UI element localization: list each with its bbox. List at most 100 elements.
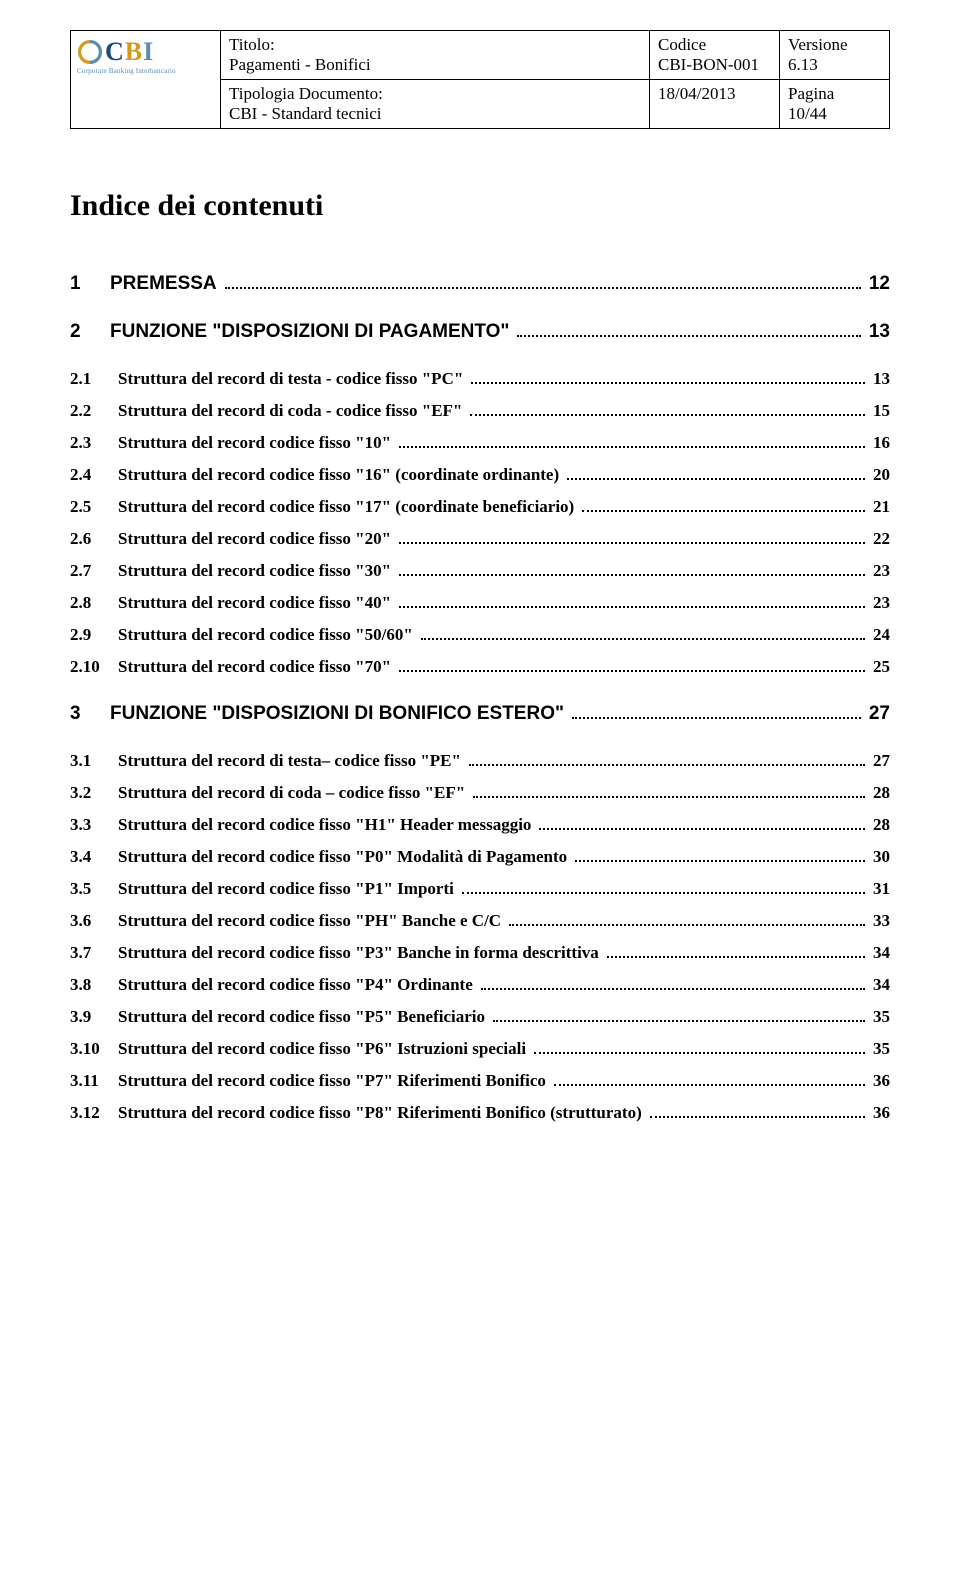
toc-entry-number: 2: [70, 321, 110, 343]
toc-entry-number: 3.3: [70, 815, 118, 835]
toc-leader-dots: [582, 498, 865, 512]
toc-entry-label: Struttura del record codice fisso "40": [118, 593, 395, 613]
toc-entry-number: 3: [70, 703, 110, 725]
toc-entry-page: 24: [869, 625, 890, 645]
toc-entry-number: 3.4: [70, 847, 118, 867]
toc-entry-label: Struttura del record codice fisso "70": [118, 657, 395, 677]
toc-entry-label: Struttura del record codice fisso "H1" H…: [118, 815, 535, 835]
toc-entry-label: Struttura del record codice fisso "16" (…: [118, 465, 563, 485]
toc-entry[interactable]: 3.11Struttura del record codice fisso "P…: [70, 1071, 890, 1091]
toc-entry-label: Struttura del record di testa– codice fi…: [118, 751, 465, 771]
toc-leader-dots: [539, 816, 865, 830]
toc-entry-page: 23: [869, 593, 890, 613]
toc-entry[interactable]: 2.9Struttura del record codice fisso "50…: [70, 625, 890, 645]
toc-entry-number: 1: [70, 273, 110, 295]
toc-entry-page: 31: [869, 879, 890, 899]
toc-entry[interactable]: 3FUNZIONE "DISPOSIZIONI DI BONIFICO ESTE…: [70, 703, 890, 725]
toc-leader-dots: [572, 705, 861, 719]
toc-entry[interactable]: 3.12Struttura del record codice fisso "P…: [70, 1103, 890, 1123]
toc-entry[interactable]: 2.8Struttura del record codice fisso "40…: [70, 593, 890, 613]
toc-entry[interactable]: 2.3Struttura del record codice fisso "10…: [70, 433, 890, 453]
toc-entry[interactable]: 3.9Struttura del record codice fisso "P5…: [70, 1007, 890, 1027]
toc-leader-dots: [225, 275, 861, 289]
toc-entry[interactable]: 3.3Struttura del record codice fisso "H1…: [70, 815, 890, 835]
toc-entry-page: 33: [869, 911, 890, 931]
toc-entry-page: 34: [869, 943, 890, 963]
toc-entry-number: 3.5: [70, 879, 118, 899]
toc-entry[interactable]: 2.5Struttura del record codice fisso "17…: [70, 497, 890, 517]
toc-entry-page: 28: [869, 783, 890, 803]
toc-entry-page: 35: [869, 1039, 890, 1059]
toc-entry-label: Struttura del record codice fisso "PH" B…: [118, 911, 505, 931]
toc-leader-dots: [517, 323, 860, 337]
toc-entry-label: FUNZIONE "DISPOSIZIONI DI BONIFICO ESTER…: [110, 703, 568, 725]
toc-entry-label: Struttura del record codice fisso "P3" B…: [118, 943, 603, 963]
toc-entry[interactable]: 2.10Struttura del record codice fisso "7…: [70, 657, 890, 677]
header-titolo-cell: Titolo: Pagamenti - Bonifici: [221, 31, 650, 80]
toc-entry-number: 3.12: [70, 1103, 118, 1123]
toc-leader-dots: [469, 752, 865, 766]
toc-entry[interactable]: 2.7Struttura del record codice fisso "30…: [70, 561, 890, 581]
toc-entry-number: 2.4: [70, 465, 118, 485]
toc-entry-number: 3.6: [70, 911, 118, 931]
toc-entry[interactable]: 3.1Struttura del record di testa– codice…: [70, 751, 890, 771]
toc-entry-label: Struttura del record codice fisso "P4" O…: [118, 975, 477, 995]
header-pagina-value: 10/44: [788, 104, 827, 123]
toc-leader-dots: [607, 944, 865, 958]
toc-entry-page: 21: [869, 497, 890, 517]
toc-entry[interactable]: 2.1Struttura del record di testa - codic…: [70, 369, 890, 389]
toc-entry-number: 3.11: [70, 1071, 118, 1091]
toc-leader-dots: [399, 658, 865, 672]
toc-entry[interactable]: 2FUNZIONE "DISPOSIZIONI DI PAGAMENTO"13: [70, 321, 890, 343]
toc-entry-label: Struttura del record codice fisso "20": [118, 529, 395, 549]
toc-title: Indice dei contenuti: [70, 189, 890, 223]
toc-entry[interactable]: 3.4Struttura del record codice fisso "P0…: [70, 847, 890, 867]
toc-entry-page: 27: [865, 703, 890, 725]
toc-entry[interactable]: 2.2Struttura del record di coda - codice…: [70, 401, 890, 421]
logo-subtitle: Corporate Banking Interbancario: [77, 67, 211, 75]
toc-entry[interactable]: 3.2Struttura del record di coda – codice…: [70, 783, 890, 803]
toc-entry-page: 22: [869, 529, 890, 549]
toc-entry-number: 2.1: [70, 369, 118, 389]
toc-entry-number: 2.2: [70, 401, 118, 421]
toc-leader-dots: [481, 976, 865, 990]
toc-entry-page: 23: [869, 561, 890, 581]
toc-entry-label: Struttura del record di testa - codice f…: [118, 369, 467, 389]
toc-entry-label: Struttura del record codice fisso "17" (…: [118, 497, 578, 517]
toc-entry-label: Struttura del record di coda – codice fi…: [118, 783, 469, 803]
logo-letter-c: C: [105, 37, 125, 66]
toc-entry-number: 3.10: [70, 1039, 118, 1059]
toc-leader-dots: [470, 402, 865, 416]
toc-entry[interactable]: 3.7Struttura del record codice fisso "P3…: [70, 943, 890, 963]
toc-entry-number: 3.7: [70, 943, 118, 963]
toc-entry[interactable]: 3.10Struttura del record codice fisso "P…: [70, 1039, 890, 1059]
cbi-logo: CBI Corporate Banking Interbancario: [77, 37, 211, 75]
toc-entry-page: 30: [869, 847, 890, 867]
toc-entry-number: 2.6: [70, 529, 118, 549]
toc-entry-page: 15: [869, 401, 890, 421]
logo-cell: CBI Corporate Banking Interbancario: [71, 31, 221, 129]
toc-entry[interactable]: 3.6Struttura del record codice fisso "PH…: [70, 911, 890, 931]
toc-entry-number: 3.8: [70, 975, 118, 995]
header-versione-label: Versione: [788, 35, 847, 54]
document-page: CBI Corporate Banking Interbancario Tito…: [0, 0, 960, 1175]
toc-entry-label: FUNZIONE "DISPOSIZIONI DI PAGAMENTO": [110, 321, 513, 343]
toc-entry-page: 35: [869, 1007, 890, 1027]
header-titolo-value: Pagamenti - Bonifici: [229, 55, 371, 74]
toc-entry-page: 13: [869, 369, 890, 389]
toc-leader-dots: [471, 370, 865, 384]
toc-entry[interactable]: 3.5Struttura del record codice fisso "P1…: [70, 879, 890, 899]
toc-leader-dots: [509, 912, 865, 926]
toc-entry[interactable]: 2.4Struttura del record codice fisso "16…: [70, 465, 890, 485]
toc-leader-dots: [567, 466, 865, 480]
logo-letter-i: I: [143, 37, 154, 66]
toc-leader-dots: [421, 626, 865, 640]
toc-leader-dots: [462, 880, 865, 894]
toc-entry-number: 2.8: [70, 593, 118, 613]
toc-entry[interactable]: 1PREMESSA12: [70, 273, 890, 295]
toc-entry[interactable]: 2.6Struttura del record codice fisso "20…: [70, 529, 890, 549]
toc-leader-dots: [399, 594, 865, 608]
toc-entry[interactable]: 3.8Struttura del record codice fisso "P4…: [70, 975, 890, 995]
header-tipologia-value: CBI - Standard tecnici: [229, 104, 382, 123]
toc-entry-label: Struttura del record codice fisso "P1" I…: [118, 879, 458, 899]
